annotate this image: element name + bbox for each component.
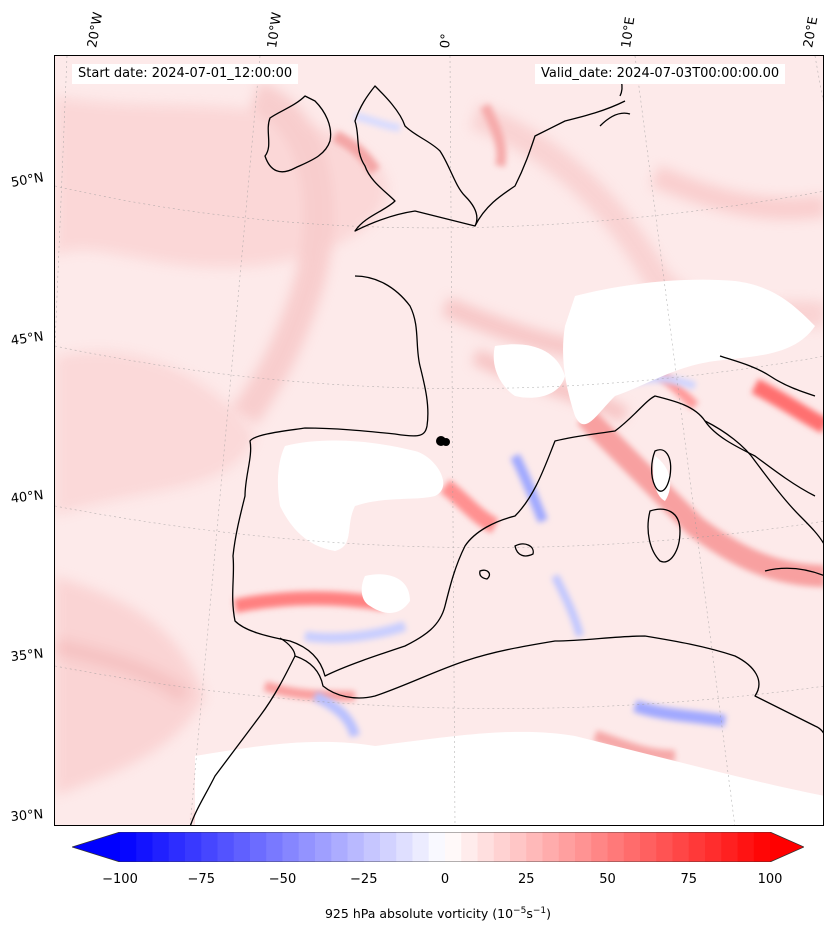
colorbar-cell [168,832,186,862]
colorbar-cell [298,832,316,862]
colorbar-cell [623,832,641,862]
colorbar-tick-label: 100 [757,872,783,887]
lon-label-20w: 20°W [85,11,107,50]
colorbar-cell [688,832,706,862]
lat-label-50n: 50°N [10,170,45,191]
valid-date-box: Valid_date: 2024-07-03T00:00:00.00 [535,64,786,84]
colorbar-cell [461,832,478,862]
map-panel[interactable] [54,55,824,826]
colorbar-cell [396,832,413,862]
colorbar-cell [363,832,381,862]
lat-label-30n: 30°N [10,807,44,825]
lon-label-10w: 10°W [265,11,285,49]
lat-label-35n: 35°N [10,646,45,665]
lon-label-10e: 10°E [619,15,639,49]
lat-label-45n: 45°N [10,329,45,349]
colorbar-tick-label: 0 [440,872,450,887]
colorbar-cell [250,832,267,862]
colorbar-tick-label: −50 [268,872,297,887]
colorbar-cell [510,832,527,862]
colorbar-cell [445,832,462,862]
colorbar-cell [266,832,283,862]
colorbar-cell [282,832,300,862]
colorbar-cell [233,832,251,862]
colorbar-tick-label: −100 [102,872,138,887]
colorbar-cell [428,832,446,862]
colorbar-cell [558,832,576,862]
colorbar-cell [136,832,153,862]
colorbar-cell [380,832,397,862]
colorbar-cell [347,832,365,862]
colorbar-cell [640,832,657,862]
colorbar-cell [575,832,592,862]
colorbar-cell [331,832,348,862]
colorbar-cell [705,832,722,862]
colorbar-tick-label: −25 [350,872,378,887]
lat-label-40n: 40°N [10,488,45,507]
colorbar-cell [477,832,495,862]
colorbar-cell [315,832,332,862]
colorbar-cell [542,832,560,862]
colorbar-cell [607,832,625,862]
colorbar-cell [526,832,543,862]
colorbar-extend-min [72,832,120,862]
colorbar-tick-label: −75 [187,872,215,887]
colorbar-cell [753,832,771,862]
colorbar-cell [721,832,738,862]
colorbar-cell [493,832,511,862]
colorbar-label: 925 hPa absolute vorticity (10−5s−1) [324,906,551,922]
colorbar-cell [185,832,202,862]
lon-label-0: 0° [438,32,455,49]
colorbar-tick-label: 25 [517,872,535,887]
vorticity-field-map [55,56,823,825]
colorbar-tick-label: 50 [599,872,616,887]
start-date-box: Start date: 2024-07-01_12:00:00 [72,64,299,84]
colorbar-tick-label: 75 [680,872,698,887]
lon-label-20e: 20°E [801,15,822,49]
colorbar-cell [672,832,690,862]
colorbar-extend-max [770,832,804,862]
colorbar-cell [201,832,218,862]
colorbar-cell [152,832,170,862]
colorbar-cell [656,832,673,862]
colorbar [72,832,804,862]
colorbar-cell [412,832,430,862]
colorbar-cell [120,832,137,862]
colorbar-cell [737,832,755,862]
colorbar-cell [217,832,235,862]
colorbar-cell [591,832,608,862]
